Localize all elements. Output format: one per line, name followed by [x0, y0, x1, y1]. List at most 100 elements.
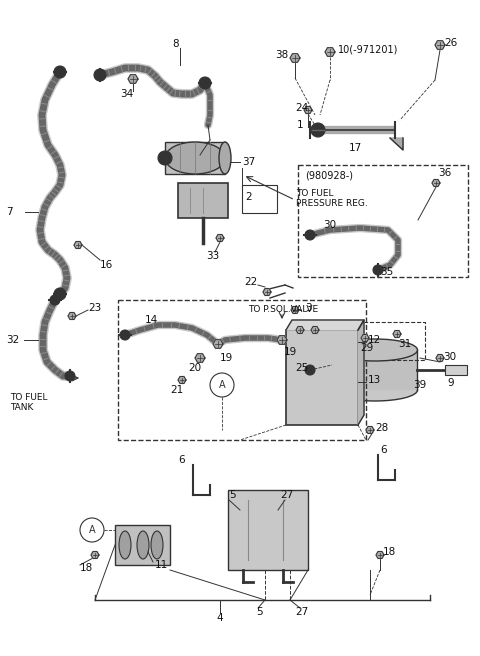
Polygon shape: [74, 241, 82, 249]
Polygon shape: [366, 426, 374, 434]
Polygon shape: [216, 235, 224, 241]
Text: 8: 8: [173, 39, 180, 49]
Text: 11: 11: [155, 560, 168, 570]
Ellipse shape: [333, 339, 418, 361]
Text: 7: 7: [6, 207, 12, 217]
Text: 18: 18: [80, 563, 93, 573]
Text: 32: 32: [6, 335, 19, 345]
Polygon shape: [68, 312, 76, 319]
Polygon shape: [296, 327, 304, 333]
Text: 4: 4: [216, 613, 223, 623]
Bar: [178, 183, 228, 218]
Text: 3: 3: [305, 303, 312, 313]
Circle shape: [54, 66, 66, 78]
Text: 12: 12: [368, 335, 381, 345]
Text: 19: 19: [284, 347, 297, 357]
Polygon shape: [376, 552, 384, 558]
Text: 2: 2: [245, 192, 252, 202]
Text: (980928-): (980928-): [305, 170, 353, 180]
Circle shape: [305, 230, 315, 240]
Polygon shape: [291, 306, 299, 314]
Polygon shape: [91, 552, 99, 558]
Polygon shape: [325, 48, 335, 56]
Text: 5: 5: [229, 490, 236, 500]
Polygon shape: [286, 320, 364, 330]
Polygon shape: [436, 354, 444, 361]
Text: A: A: [89, 525, 96, 535]
Text: 39: 39: [413, 380, 426, 390]
Bar: [298, 165, 468, 277]
Ellipse shape: [151, 531, 163, 559]
Polygon shape: [393, 331, 401, 337]
Text: 27: 27: [295, 607, 308, 617]
Text: 22: 22: [244, 277, 257, 287]
Bar: [228, 490, 308, 570]
Polygon shape: [435, 41, 445, 49]
Circle shape: [311, 123, 325, 137]
Polygon shape: [178, 377, 186, 384]
Text: 18: 18: [383, 547, 396, 557]
Text: 6: 6: [380, 445, 386, 455]
Circle shape: [120, 330, 130, 340]
Polygon shape: [390, 138, 403, 150]
Circle shape: [158, 151, 172, 165]
Text: 13: 13: [368, 375, 381, 385]
Text: 20: 20: [188, 363, 201, 373]
Text: 25: 25: [295, 363, 308, 373]
Text: 36: 36: [438, 168, 451, 178]
Polygon shape: [277, 336, 287, 344]
Text: 31: 31: [398, 339, 411, 349]
Polygon shape: [361, 335, 369, 342]
Text: 26: 26: [444, 38, 457, 48]
Polygon shape: [304, 106, 312, 113]
Text: 1: 1: [297, 120, 304, 130]
Bar: [445, 365, 467, 375]
Ellipse shape: [137, 531, 149, 559]
Text: 28: 28: [375, 423, 388, 433]
Circle shape: [373, 265, 383, 275]
Circle shape: [199, 77, 211, 89]
Bar: [333, 350, 417, 390]
Ellipse shape: [119, 531, 131, 559]
Bar: [115, 525, 170, 565]
Text: PRESSURE REG.: PRESSURE REG.: [296, 199, 368, 209]
Text: 34: 34: [120, 89, 133, 99]
Text: 17: 17: [348, 143, 361, 153]
Text: 6: 6: [178, 455, 185, 465]
Circle shape: [50, 295, 60, 305]
Ellipse shape: [219, 142, 231, 174]
Text: 14: 14: [145, 315, 158, 325]
Bar: [118, 300, 366, 440]
Polygon shape: [358, 320, 364, 425]
Text: TO FUEL: TO FUEL: [10, 394, 48, 403]
Circle shape: [54, 288, 66, 300]
Text: A: A: [219, 380, 225, 390]
Bar: [165, 142, 225, 174]
Text: 33: 33: [206, 251, 219, 261]
Text: 5: 5: [256, 607, 263, 617]
Text: TO P.SOL.VALVE: TO P.SOL.VALVE: [248, 306, 318, 314]
Text: 29: 29: [360, 343, 373, 353]
Text: 21: 21: [170, 385, 183, 395]
Text: 38: 38: [275, 50, 288, 60]
Text: TO FUEL: TO FUEL: [296, 188, 334, 197]
Bar: [286, 330, 358, 425]
Ellipse shape: [165, 142, 225, 174]
Polygon shape: [128, 75, 138, 83]
Bar: [340, 322, 425, 360]
Circle shape: [94, 69, 106, 81]
Polygon shape: [195, 354, 205, 362]
Text: 19: 19: [220, 353, 233, 363]
Ellipse shape: [333, 379, 418, 401]
Polygon shape: [290, 54, 300, 62]
Text: 27: 27: [280, 490, 293, 500]
Text: 10(-971201): 10(-971201): [338, 45, 398, 55]
Polygon shape: [432, 180, 440, 186]
Text: 35: 35: [380, 267, 393, 277]
Text: 37: 37: [242, 157, 255, 167]
Bar: [242, 185, 277, 213]
Circle shape: [65, 371, 75, 381]
Polygon shape: [263, 289, 271, 295]
Text: 23: 23: [88, 303, 101, 313]
Text: 30: 30: [443, 352, 456, 362]
